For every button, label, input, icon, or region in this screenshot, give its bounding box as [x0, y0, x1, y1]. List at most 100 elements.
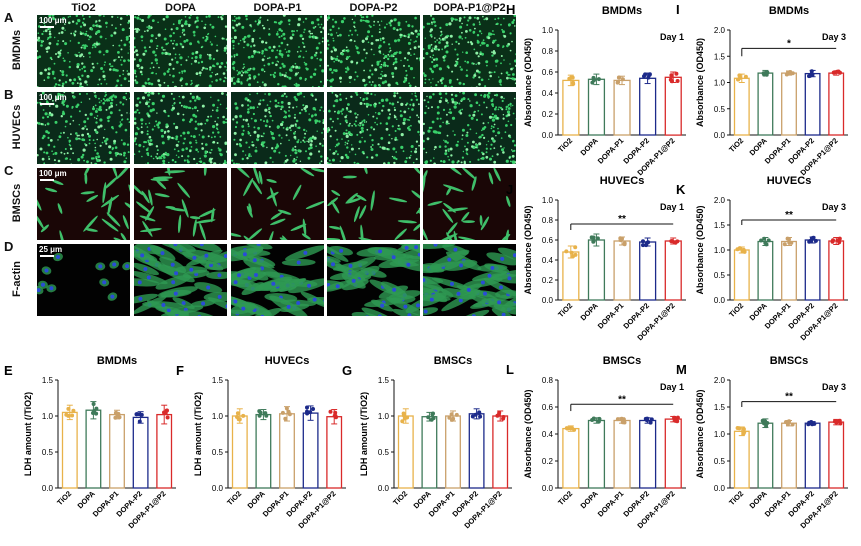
- panel-letter: I: [676, 2, 680, 17]
- data-point: [622, 420, 627, 425]
- micrograph-image: [230, 167, 325, 241]
- bar: [613, 240, 631, 301]
- y-tick-label: 0.0: [542, 296, 554, 305]
- bar: [587, 239, 606, 301]
- data-point: [741, 431, 746, 436]
- data-point: [332, 413, 337, 418]
- micrograph-image: 100 μm: [36, 14, 131, 88]
- micrograph-texture: [231, 168, 324, 240]
- y-axis-label: Absorbance (OD450): [523, 389, 533, 478]
- bar: [562, 427, 580, 489]
- bar: [85, 409, 102, 489]
- bar: [781, 72, 797, 136]
- y-axis-label: LDH amount (/TiO2): [23, 392, 33, 476]
- data-point: [737, 426, 742, 431]
- panel-letter: L: [506, 362, 514, 377]
- y-axis-label: Absorbance (OD450): [523, 38, 533, 127]
- y-tick-label: 0.0: [714, 131, 726, 140]
- data-point: [113, 410, 118, 415]
- data-point: [284, 406, 289, 411]
- micrograph-image: [422, 14, 517, 88]
- bar: [781, 422, 797, 489]
- x-tick-label: TiO2: [556, 489, 574, 507]
- y-tick-label: 1.0: [212, 412, 224, 421]
- x-tick-label: TiO2: [225, 489, 243, 507]
- x-tick-label: DOPA-P1: [596, 301, 626, 331]
- micrograph-texture: [423, 92, 516, 164]
- data-point: [831, 238, 835, 243]
- y-tick-label: 0.6: [542, 236, 554, 245]
- data-point: [447, 415, 452, 420]
- bar: [231, 415, 248, 489]
- y-tick-label: 1.5: [212, 376, 224, 385]
- bar: [109, 413, 125, 489]
- panel-letter: M: [676, 362, 687, 377]
- data-point: [761, 71, 766, 76]
- data-point: [641, 243, 645, 248]
- data-point: [740, 249, 745, 254]
- y-tick-label: 0.6: [542, 68, 554, 77]
- chart-panel-g: G BMSCs 0.0 0.5 1.0 1.5 LDH amount (/TiO2) TiO2…: [342, 355, 512, 530]
- data-point: [836, 238, 840, 243]
- data-point: [649, 417, 654, 422]
- bar: [828, 240, 845, 301]
- micrograph-image: [230, 91, 325, 165]
- bar: [421, 416, 438, 489]
- micrograph-texture: [134, 244, 227, 316]
- y-tick-label: 2.0: [714, 196, 726, 205]
- x-tick-label: TiO2: [727, 301, 745, 319]
- scale-bar: [40, 103, 54, 105]
- y-tick-label: 0.5: [714, 271, 726, 280]
- data-point: [71, 408, 76, 413]
- micrograph-image: [326, 243, 421, 317]
- x-tick-label: DOPA-P1: [596, 489, 626, 519]
- data-point: [573, 245, 578, 250]
- data-point: [305, 409, 309, 414]
- x-tick-label: DOPA: [579, 136, 601, 158]
- scale-bar: [40, 179, 54, 181]
- bar: [664, 240, 682, 301]
- bar: [445, 415, 461, 489]
- y-tick-label: 0.4: [542, 430, 554, 439]
- micrograph-image: 100 μm: [36, 167, 131, 241]
- y-axis-label: LDH amount (/TiO2): [359, 392, 369, 476]
- data-point: [807, 239, 812, 244]
- y-tick-label: 1.0: [42, 412, 54, 421]
- data-point: [645, 418, 649, 423]
- bar: [61, 411, 78, 489]
- bar: [587, 419, 606, 489]
- data-point: [165, 408, 169, 413]
- data-point: [430, 412, 435, 417]
- panel-letter: G: [342, 363, 352, 378]
- y-tick-label: 1.0: [714, 79, 726, 88]
- significance-marker: **: [785, 210, 793, 221]
- chart-title: HUVECs: [600, 175, 645, 187]
- bar: [156, 413, 173, 489]
- data-point: [782, 242, 787, 247]
- bar: [492, 415, 509, 489]
- y-tick-label: 0.4: [542, 89, 554, 98]
- data-point: [328, 409, 333, 414]
- x-tick-label: DOPA: [579, 301, 601, 323]
- scale-bar-label: 100 μm: [39, 93, 67, 102]
- panel-letter: B: [4, 87, 14, 102]
- bar: [781, 240, 797, 301]
- data-point: [669, 239, 674, 244]
- micrograph-image: [422, 243, 517, 317]
- data-point: [765, 70, 770, 75]
- micrograph-texture: [134, 168, 227, 240]
- bar: [639, 77, 657, 136]
- data-point: [737, 73, 742, 78]
- data-point: [473, 412, 478, 417]
- data-point: [668, 77, 673, 82]
- data-point: [94, 411, 99, 416]
- y-axis-label: Absorbance (OD450): [523, 205, 533, 294]
- data-point: [743, 74, 748, 79]
- micrograph-texture: [327, 92, 420, 164]
- x-tick-label: DOPA: [246, 489, 268, 511]
- x-tick-label: DOPA: [748, 301, 770, 323]
- data-point: [741, 427, 746, 432]
- day-label: Day 1: [660, 32, 684, 42]
- y-tick-label: 2.0: [714, 376, 726, 385]
